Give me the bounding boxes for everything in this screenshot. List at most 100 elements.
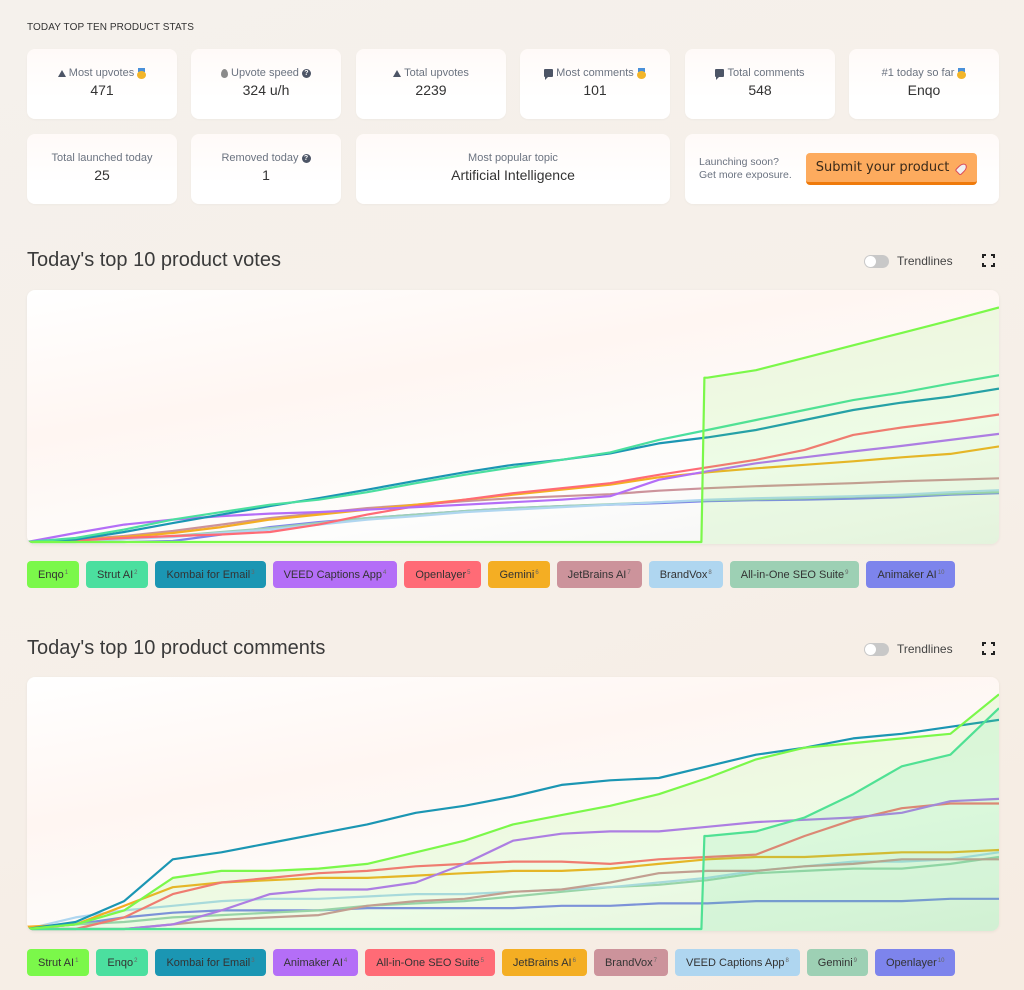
legend-rank: 3 (251, 569, 255, 576)
legend-item-gemini[interactable]: Gemini 9 (806, 949, 868, 976)
legend-label: All-in-One SEO Suite (376, 956, 480, 969)
legend-item-enqo[interactable]: Enqo 2 (96, 949, 149, 976)
legend-label: Gemini (817, 956, 853, 969)
series-line-gemini[interactable] (27, 445, 999, 544)
series-line-kombai-for-email[interactable] (27, 387, 999, 544)
legend-label: Enqo (38, 568, 64, 581)
stats-heading: TODAY TOP TEN PRODUCT STATS (27, 22, 194, 33)
legend-item-veed-captions-app[interactable]: VEED Captions App 4 (272, 561, 398, 588)
legend-rank: 8 (708, 569, 712, 576)
legend-item-veed-captions-app[interactable]: VEED Captions App 8 (675, 949, 800, 976)
promo-line-1: Launching soon? (699, 156, 779, 168)
series-line-animaker-ai[interactable] (27, 797, 999, 931)
legend-rank: 5 (480, 957, 484, 964)
legend-label: Strut AI (38, 956, 75, 969)
stat-label: Total launched today (51, 152, 153, 164)
legend-item-openlayer[interactable]: Openlayer 10 (874, 949, 956, 976)
stat-value: 2239 (415, 82, 447, 98)
legend-label: JetBrains AI (512, 956, 572, 969)
votes-chart (27, 290, 999, 544)
legend-label: Animaker AI (877, 568, 937, 581)
legend-item-openlayer[interactable]: Openlayer 5 (404, 561, 482, 588)
stat-most-comments: Most comments 101 (520, 49, 670, 119)
stat-total-comments: Total comments 548 (685, 49, 835, 119)
legend-item-animaker-ai[interactable]: Animaker AI 4 (272, 949, 359, 976)
legend-item-strut-ai[interactable]: Strut AI 2 (86, 561, 149, 588)
series-line-veed-captions-app[interactable] (27, 432, 999, 544)
legend-item-gemini[interactable]: Gemini 6 (488, 561, 550, 588)
legend-rank: 4 (383, 569, 387, 576)
comments-legend: Strut AI 1 Enqo 2 Kombai for Email 3 Animaker … (27, 949, 956, 976)
series-line-kombai-for-email[interactable] (27, 718, 999, 931)
legend-label: Enqo (107, 956, 134, 969)
legend-rank: 7 (627, 569, 631, 576)
series-line-strut-ai[interactable] (27, 693, 999, 931)
legend-rank: 6 (572, 957, 576, 964)
stat-label: Most popular topic (468, 152, 558, 164)
trendlines-label: Trendlines (897, 642, 953, 656)
stat-removed-today: Removed today? 1 (191, 134, 341, 204)
comments-trendlines-toggle[interactable] (864, 642, 889, 656)
legend-label: VEED Captions App (283, 568, 383, 581)
legend-rank: 2 (134, 569, 138, 576)
trendlines-label: Trendlines (897, 254, 953, 268)
votes-chart-title: Today's top 10 product votes (27, 249, 281, 271)
series-line-jetbrains-ai[interactable] (27, 848, 999, 928)
help-icon[interactable]: ? (301, 153, 311, 163)
votes-fullscreen-icon[interactable] (982, 254, 995, 267)
medal-icon (636, 67, 646, 79)
stat-value: Artificial Intelligence (451, 167, 575, 183)
series-line-enqo[interactable] (27, 707, 999, 931)
upvote-triangle-icon (393, 69, 402, 77)
stat-value: 471 (90, 82, 114, 98)
legend-item-all-in-one-seo-suite[interactable]: All-in-One SEO Suite 9 (729, 561, 860, 588)
series-line-jetbrains-ai[interactable] (27, 477, 999, 544)
stat-label: #1 today so far (881, 67, 955, 79)
legend-label: JetBrains AI (567, 568, 627, 581)
legend-label: All-in-One SEO Suite (740, 568, 845, 581)
votes-trendlines-toggle[interactable] (864, 254, 889, 268)
legend-item-animaker-ai[interactable]: Animaker AI 10 (866, 561, 956, 588)
legend-label: Gemini (499, 568, 535, 581)
series-line-gemini[interactable] (27, 855, 999, 931)
series-area-enqo (27, 307, 999, 544)
legend-item-brandvox[interactable]: BrandVox 8 (648, 561, 723, 588)
legend-item-kombai-for-email[interactable]: Kombai for Email 3 (155, 949, 266, 976)
stat-popular-topic: Most popular topic Artificial Intelligen… (356, 134, 670, 204)
legend-rank: 6 (535, 569, 539, 576)
legend-item-brandvox[interactable]: BrandVox 7 (593, 949, 668, 976)
stat-label: Upvote speed (231, 67, 299, 79)
series-line-brandvox[interactable] (27, 858, 999, 931)
legend-item-jetbrains-ai[interactable]: JetBrains AI 6 (501, 949, 587, 976)
legend-rank: 3 (251, 957, 255, 964)
legend-item-all-in-one-seo-suite[interactable]: All-in-One SEO Suite 5 (365, 949, 495, 976)
legend-item-enqo[interactable]: Enqo 1 (27, 561, 80, 588)
legend-label: BrandVox (604, 956, 653, 969)
stat-total-upvotes: Total upvotes 2239 (356, 49, 506, 119)
legend-label: Kombai for Email (166, 568, 251, 581)
promo-line-2: Get more exposure. (699, 169, 792, 181)
stat-value: 25 (94, 167, 110, 183)
legend-label: BrandVox (659, 568, 708, 581)
legend-label: Strut AI (97, 568, 134, 581)
comments-fullscreen-icon[interactable] (982, 642, 995, 655)
stat-label: Most upvotes (68, 67, 135, 79)
help-icon[interactable]: ? (301, 68, 311, 78)
series-line-openlayer[interactable] (27, 897, 999, 931)
comments-chart-svg (27, 693, 999, 931)
series-line-strut-ai[interactable] (27, 374, 999, 544)
series-line-enqo[interactable] (27, 306, 999, 544)
series-line-openlayer[interactable] (27, 413, 999, 544)
legend-rank: 4 (343, 957, 348, 964)
submit-product-button[interactable]: Submit your product (805, 153, 978, 185)
stat-value[interactable]: Enqo (907, 82, 941, 98)
legend-item-kombai-for-email[interactable]: Kombai for Email 3 (155, 561, 266, 588)
series-line-all-in-one-seo-suite[interactable] (27, 802, 999, 931)
legend-item-strut-ai[interactable]: Strut AI 1 (27, 949, 90, 976)
stat-total-launched: Total launched today 25 (27, 134, 177, 204)
medal-icon (137, 67, 147, 79)
comments-trendlines-toggle-group: Trendlines (864, 642, 953, 656)
legend-rank: 9 (853, 957, 857, 964)
legend-label: VEED Captions App (686, 956, 785, 969)
legend-item-jetbrains-ai[interactable]: JetBrains AI 7 (556, 561, 642, 588)
